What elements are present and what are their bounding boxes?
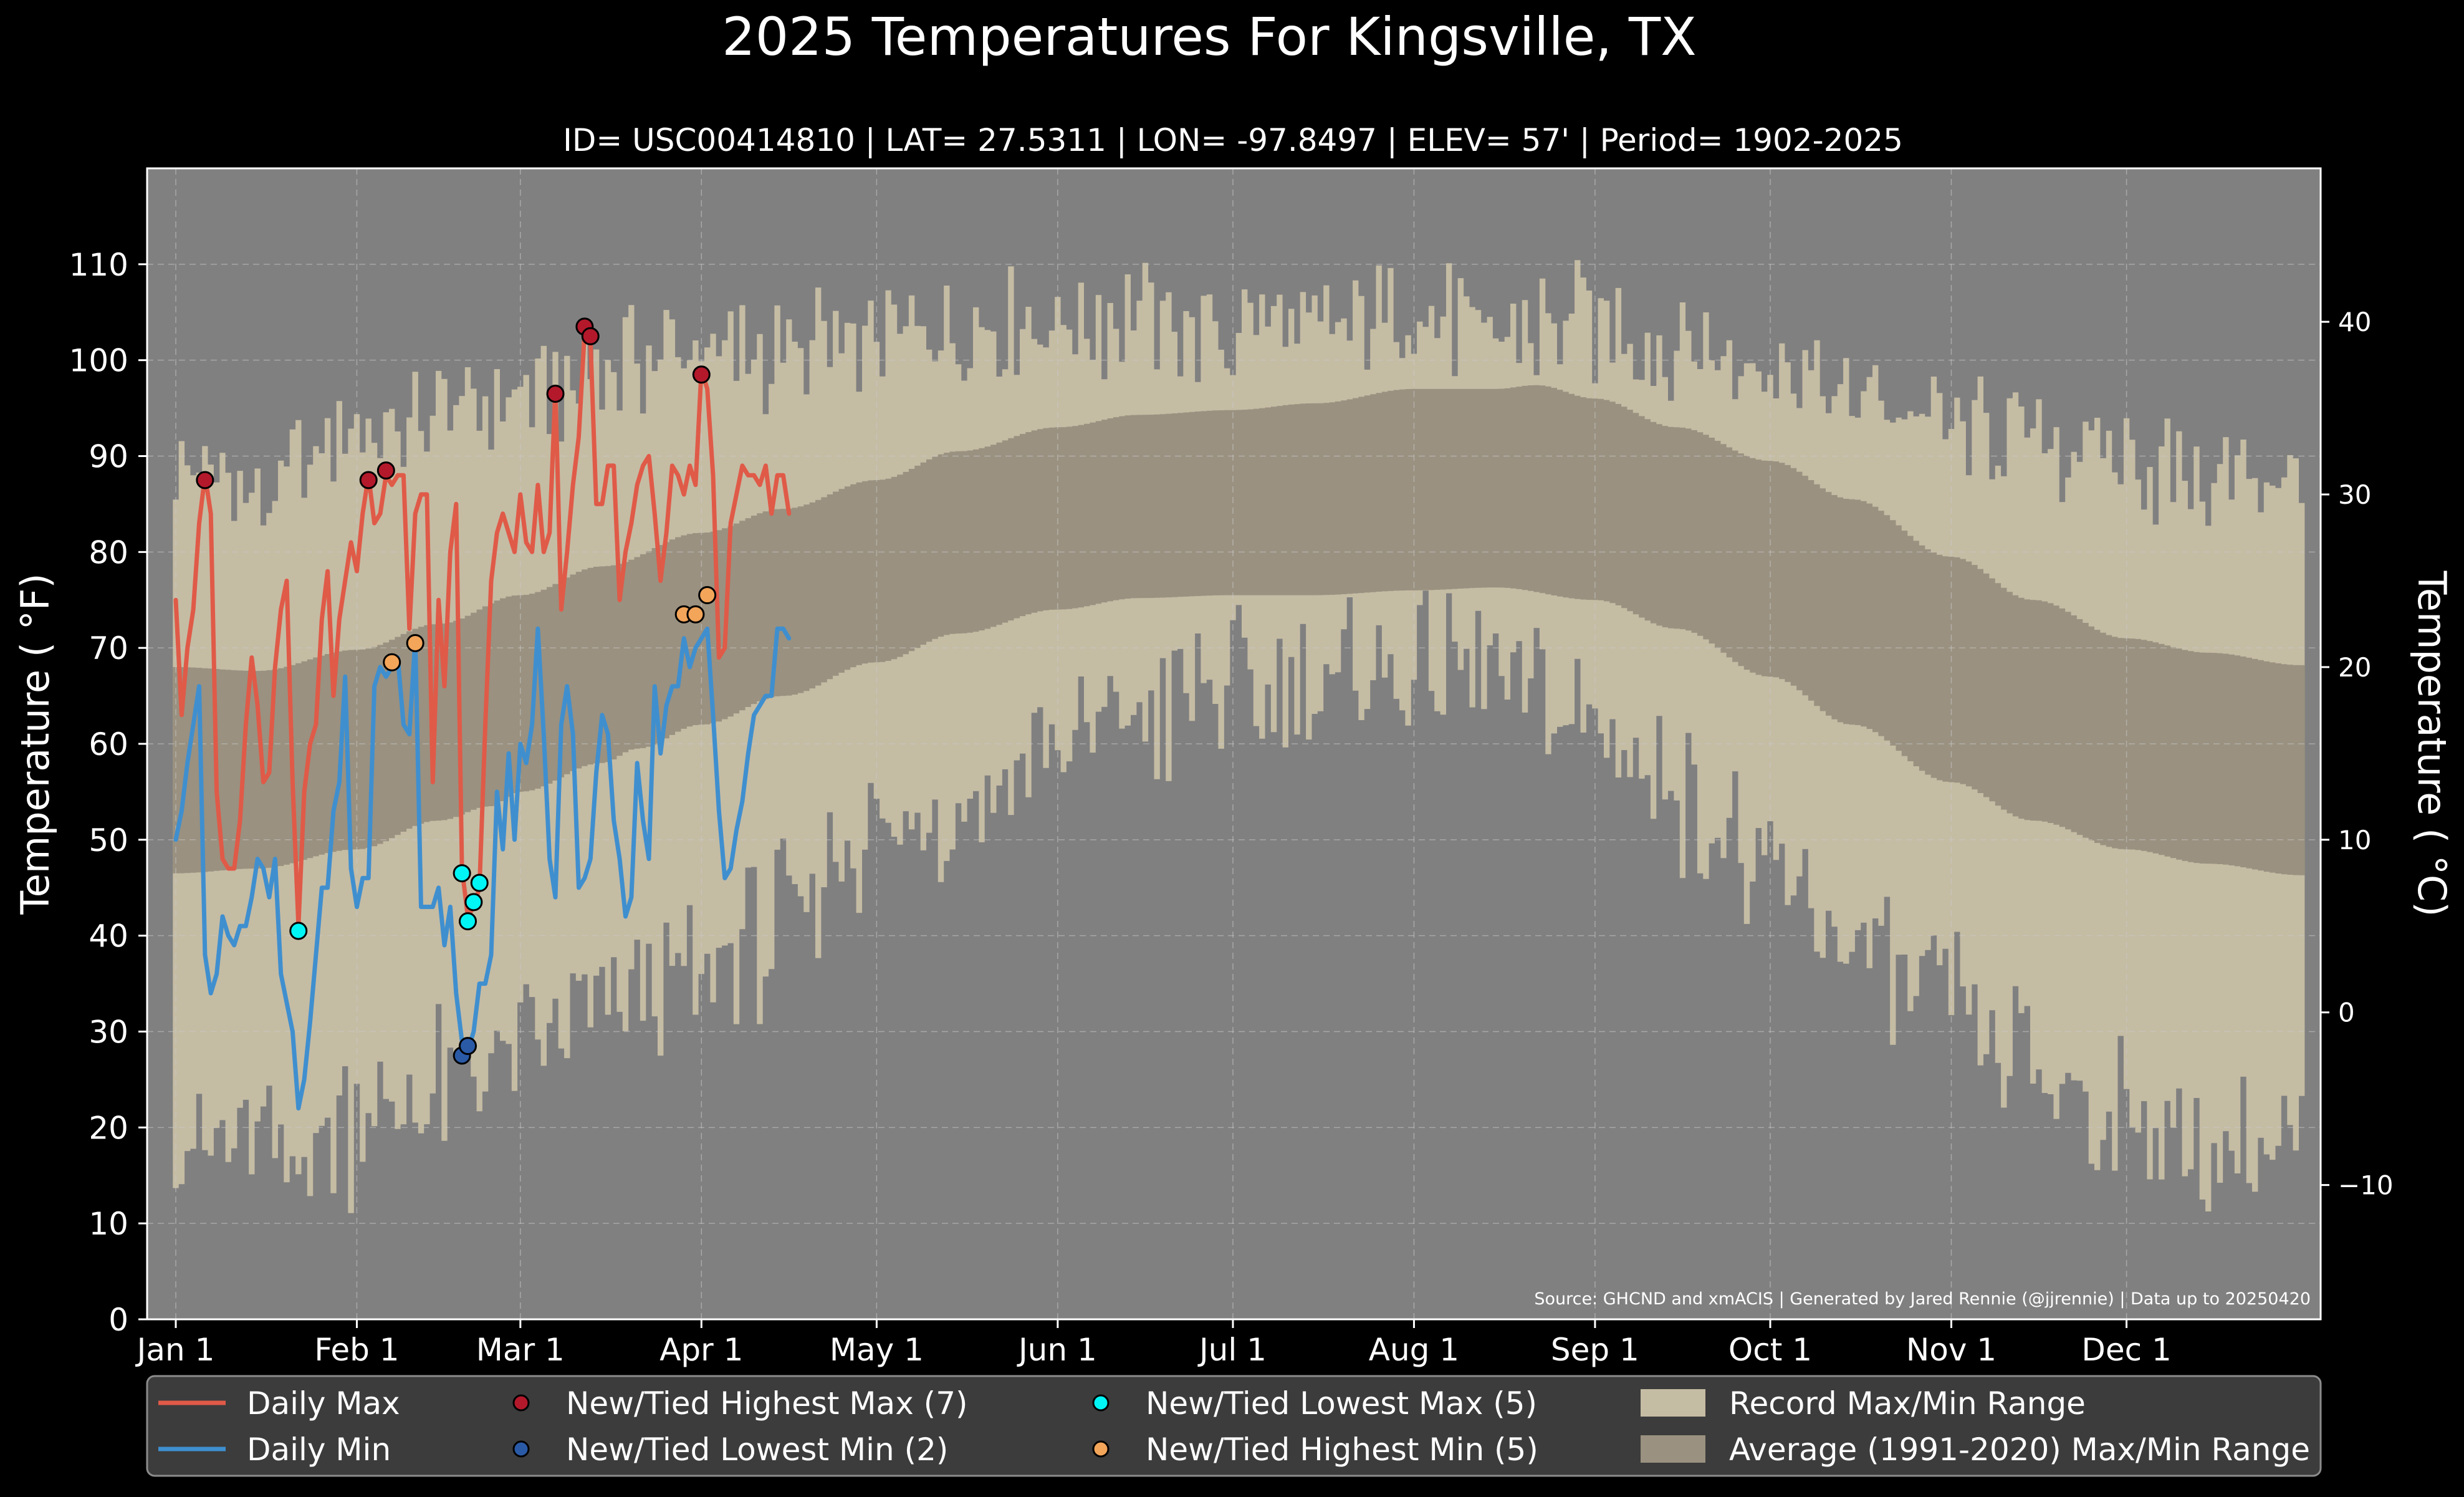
x-tick-label: Jun 1	[1017, 1332, 1097, 1368]
y2-tick-label: 20	[2338, 652, 2371, 683]
record-marker	[470, 874, 489, 892]
legend-swatch	[1641, 1389, 1705, 1417]
legend: Daily Max Daily Min New/Tied Highest Max (…	[146, 1375, 2322, 1477]
record-marker	[196, 471, 214, 489]
source-note: Source: GHCND and xmACIS | Generated by …	[1534, 1289, 2311, 1309]
legend-label: Daily Max	[247, 1385, 400, 1422]
record-marker	[698, 586, 717, 605]
record-marker	[453, 864, 471, 883]
x-tick-label: Apr 1	[659, 1332, 743, 1368]
y-axis-right: −10 0 10 20 30 40	[2321, 307, 2394, 1201]
y-tick-label: 100	[69, 343, 128, 379]
legend-swatch	[1641, 1435, 1705, 1463]
record-marker	[546, 385, 565, 403]
record-marker	[692, 365, 711, 384]
legend-swatch	[1092, 1394, 1110, 1412]
record-marker	[686, 605, 705, 623]
legend-label: Daily Min	[247, 1432, 391, 1468]
record-marker	[406, 633, 424, 652]
legend-box	[146, 1375, 2322, 1477]
legend-label: New/Tied Lowest Max (5)	[1146, 1385, 1537, 1422]
series-line-daily-max	[173, 329, 792, 928]
y-tick-label: 10	[89, 1206, 128, 1242]
y2-tick-label: 40	[2338, 307, 2371, 337]
x-tick-label: May 1	[830, 1332, 924, 1368]
y-tick-label: 70	[89, 630, 128, 667]
y-axis-left: 0 10 20 30 40 50 60 70 80 90 100 110	[69, 247, 147, 1338]
legend-swatch	[512, 1394, 530, 1412]
x-tick-label: Nov 1	[1906, 1332, 1997, 1368]
y-tick-label: 0	[108, 1302, 128, 1338]
legend-swatch	[512, 1440, 530, 1458]
y-tick-label: 80	[89, 534, 128, 570]
daily-series-layer	[173, 329, 792, 1111]
record-marker	[464, 893, 483, 912]
legend-label: New/Tied Lowest Min (2)	[566, 1432, 948, 1468]
x-tick-label: Mar 1	[476, 1332, 565, 1368]
x-tick-label: Oct 1	[1728, 1332, 1812, 1368]
average-range-area	[173, 385, 2305, 875]
legend-label: Average (1991-2020) Max/Min Range	[1729, 1432, 2310, 1468]
chart-subtitle: ID= USC00414810 | LAT= 27.5311 | LON= -9…	[563, 122, 1903, 158]
record-marker	[289, 922, 308, 940]
record-marker	[376, 461, 395, 480]
y-tick-label: 90	[89, 439, 128, 475]
y-tick-label: 20	[89, 1110, 128, 1146]
y2-tick-label: 30	[2338, 479, 2371, 510]
record-marker	[459, 912, 477, 931]
chart-title: 2025 Temperatures For Kingsville, TX	[722, 6, 1696, 67]
x-tick-label: Jul 1	[1197, 1332, 1267, 1368]
record-markers-layer	[196, 317, 717, 1065]
x-tick-label: Feb 1	[314, 1332, 399, 1368]
record-marker	[383, 653, 401, 671]
x-tick-label: Sep 1	[1551, 1332, 1639, 1368]
y2-axis-label: Temperature ( °C)	[2409, 570, 2455, 917]
y-tick-label: 50	[89, 822, 128, 859]
y2-tick-label: 0	[2338, 998, 2355, 1028]
legend-swatch	[1092, 1440, 1110, 1458]
x-tick-label: Dec 1	[2081, 1332, 2171, 1368]
y-axis-label: Temperature ( °F)	[12, 573, 58, 915]
series-line-daily-min	[173, 626, 792, 1111]
record-marker	[581, 327, 600, 345]
x-tick-label: Aug 1	[1369, 1332, 1459, 1368]
x-axis: Jan 1 Feb 1 Mar 1 Apr 1 May 1 Jun 1 Jul 1 Aug 1…	[135, 1319, 2172, 1368]
average-range-layer	[173, 385, 2305, 875]
record-marker	[359, 471, 378, 489]
x-tick-label: Jan 1	[135, 1332, 215, 1368]
y2-tick-label: −10	[2338, 1170, 2394, 1201]
legend-label: New/Tied Highest Max (7)	[566, 1385, 968, 1422]
legend-label: Record Max/Min Range	[1729, 1385, 2086, 1422]
record-marker	[459, 1037, 477, 1056]
y-tick-label: 110	[69, 247, 128, 283]
grid-layer	[147, 168, 2321, 1319]
legend-label: New/Tied Highest Min (5)	[1146, 1432, 1538, 1468]
y-tick-label: 60	[89, 726, 128, 763]
y-tick-label: 40	[89, 918, 128, 955]
y-tick-label: 30	[89, 1014, 128, 1051]
y2-tick-label: 10	[2338, 825, 2371, 855]
